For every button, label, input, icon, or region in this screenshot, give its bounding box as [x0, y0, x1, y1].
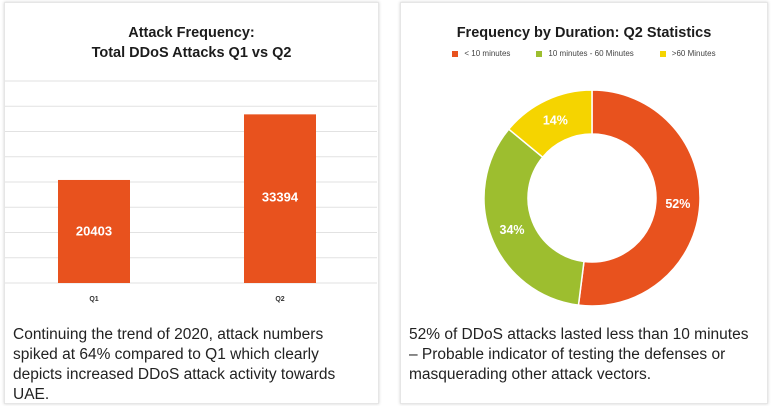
legend-swatch [659, 50, 666, 57]
legend-label: < 10 minutes [464, 49, 511, 58]
donut-slice [507, 89, 593, 159]
x-tick-label: Q1 [89, 296, 98, 303]
donut-chart-panel: Frequency by Duration: Q2 Statistics < 1… [400, 2, 768, 404]
donut-chart-title: Frequency by Duration: Q2 Statistics [456, 25, 712, 41]
bar-q1 [58, 179, 130, 283]
bar-value-label: 20403 [76, 223, 112, 238]
legend-swatch [536, 50, 543, 57]
legend-label: >60 Minutes [671, 49, 716, 58]
legend-label: 10 minutes - 60 Minutes [548, 49, 634, 58]
legend-item: < 10 minutes [452, 49, 510, 58]
donut-chart-caption: 52% of DDoS attacks lasted less than 10 … [409, 326, 749, 383]
donut-value-label: 52% [665, 197, 690, 211]
donut-value-label: 34% [500, 223, 525, 237]
legend-item: >60 Minutes [659, 49, 716, 58]
bar-q2 [244, 114, 316, 284]
bar-chart-title: Attack Frequency: Total DDoS Attacks Q1 … [5, 23, 378, 63]
bar-chart: 20403 Q1 33394 Q2 [5, 80, 377, 303]
legend-swatch [452, 50, 459, 57]
donut-chart: 52% 34% 14% [483, 89, 701, 307]
bar-chart-title-line1: Attack Frequency: [128, 25, 255, 41]
donut-slice [483, 128, 585, 306]
bar-chart-title-line2: Total DDoS Attacks Q1 vs Q2 [91, 45, 292, 61]
donut-slice [577, 89, 701, 307]
bar-chart-caption: Continuing the trend of 2020, attack num… [13, 326, 336, 403]
bar-chart-panel: Attack Frequency: Total DDoS Attacks Q1 … [4, 2, 379, 404]
x-tick-label: Q2 [275, 296, 284, 303]
donut-value-label: 14% [543, 114, 568, 128]
bar-value-label: 33394 [262, 189, 299, 204]
legend-item: 10 minutes - 60 Minutes [536, 49, 634, 58]
donut-legend: < 10 minutes 10 minutes - 60 Minutes >60 M… [401, 49, 767, 58]
